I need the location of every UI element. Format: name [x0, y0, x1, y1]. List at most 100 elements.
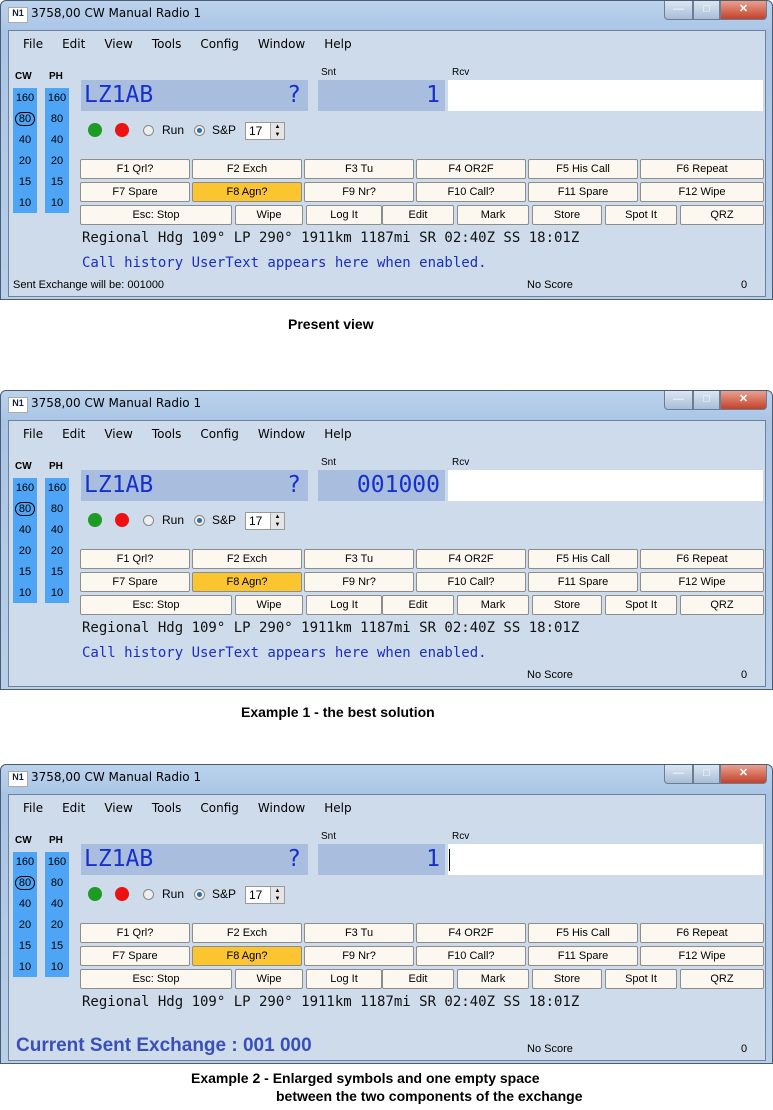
action-button[interactable]: Wipe: [235, 595, 303, 615]
action-button[interactable]: Spot It: [605, 595, 677, 615]
fkey-button[interactable]: F10 Call?: [416, 182, 526, 202]
ph-band-10[interactable]: 10: [50, 961, 64, 973]
fkey-button[interactable]: F6 Repeat: [640, 159, 764, 179]
fkey-button[interactable]: F3 Tu: [304, 923, 414, 943]
cw-band-15[interactable]: 15: [13, 562, 37, 583]
fkey-button[interactable]: F11 Spare: [528, 946, 638, 966]
fkey-button[interactable]: F12 Wipe: [640, 182, 764, 202]
action-button[interactable]: Store: [532, 969, 602, 989]
action-button[interactable]: Mark: [457, 969, 529, 989]
menu-view[interactable]: View: [104, 37, 133, 51]
run-radio[interactable]: [143, 515, 154, 526]
rcv-input[interactable]: [448, 80, 763, 111]
fkey-button[interactable]: F1 Qrl?: [80, 923, 190, 943]
minimize-button[interactable]: —: [664, 391, 693, 410]
minimize-button[interactable]: —: [664, 1, 693, 20]
maximize-button[interactable]: □: [693, 391, 720, 410]
action-button[interactable]: Wipe: [235, 205, 303, 225]
close-button[interactable]: ✕: [720, 765, 767, 784]
ph-band-80[interactable]: 80: [50, 113, 64, 125]
ph-band-160[interactable]: 160: [47, 856, 67, 868]
action-button[interactable]: Mark: [457, 205, 529, 225]
fkey-button[interactable]: F9 Nr?: [304, 182, 414, 202]
menu-tools[interactable]: Tools: [151, 801, 182, 815]
ph-band-15[interactable]: 15: [50, 176, 64, 188]
menu-edit[interactable]: Edit: [62, 37, 86, 51]
close-button[interactable]: ✕: [720, 391, 767, 410]
fkey-button[interactable]: F2 Exch: [192, 549, 302, 569]
action-button[interactable]: Log It: [306, 205, 382, 225]
ph-band-160[interactable]: 160: [47, 92, 67, 104]
fkey-button[interactable]: F9 Nr?: [304, 572, 414, 592]
action-button[interactable]: Mark: [457, 595, 529, 615]
cw-band-10[interactable]: 10: [13, 583, 37, 604]
run-radio[interactable]: [143, 889, 154, 900]
ph-band-40[interactable]: 40: [50, 524, 64, 536]
cw-band-160[interactable]: 160: [13, 852, 37, 873]
action-button[interactable]: Esc: Stop: [80, 595, 232, 615]
fkey-button[interactable]: F1 Qrl?: [80, 159, 190, 179]
fkey-button[interactable]: F12 Wipe: [640, 572, 764, 592]
sp-radio[interactable]: [194, 125, 205, 136]
ph-band-15[interactable]: 15: [50, 940, 64, 952]
menu-view[interactable]: View: [104, 427, 133, 441]
menu-config[interactable]: Config: [200, 37, 239, 51]
action-button[interactable]: Spot It: [605, 205, 677, 225]
fkey-button[interactable]: F4 OR2F: [416, 549, 526, 569]
stepper-arrows-icon[interactable]: ▲ ▼: [270, 887, 284, 903]
fkey-button[interactable]: F5 His Call: [528, 549, 638, 569]
menu-window[interactable]: Window: [257, 801, 306, 815]
action-button[interactable]: Edit: [382, 969, 454, 989]
ph-band-10[interactable]: 10: [50, 587, 64, 599]
maximize-button[interactable]: □: [693, 1, 720, 20]
cw-band-80[interactable]: 80: [13, 873, 37, 894]
action-button[interactable]: QRZ: [680, 969, 764, 989]
cw-band-40[interactable]: 40: [13, 894, 37, 915]
rcv-input[interactable]: [448, 844, 763, 875]
cw-band-20[interactable]: 20: [13, 541, 37, 562]
fkey-button[interactable]: F7 Spare: [80, 182, 190, 202]
action-button[interactable]: Log It: [306, 595, 382, 615]
fkey-button[interactable]: F3 Tu: [304, 159, 414, 179]
action-button[interactable]: Edit: [382, 595, 454, 615]
action-button[interactable]: Store: [532, 205, 602, 225]
action-button[interactable]: Esc: Stop: [80, 205, 232, 225]
fkey-button[interactable]: F10 Call?: [416, 946, 526, 966]
fkey-button[interactable]: F9 Nr?: [304, 946, 414, 966]
fkey-button[interactable]: F8 Agn?: [192, 946, 302, 966]
action-button[interactable]: Spot It: [605, 969, 677, 989]
ph-band-20[interactable]: 20: [50, 545, 64, 557]
fkey-button[interactable]: F5 His Call: [528, 923, 638, 943]
run-radio[interactable]: [143, 125, 154, 136]
fkey-button[interactable]: F2 Exch: [192, 159, 302, 179]
callsign-input[interactable]: LZ1AB ?: [81, 470, 308, 501]
cw-band-80[interactable]: 80: [13, 499, 37, 520]
action-button[interactable]: Esc: Stop: [80, 969, 232, 989]
fkey-button[interactable]: F4 OR2F: [416, 923, 526, 943]
ph-band-80[interactable]: 80: [50, 503, 64, 515]
menu-help[interactable]: Help: [324, 801, 352, 815]
menu-file[interactable]: File: [23, 801, 44, 815]
cw-band-40[interactable]: 40: [13, 520, 37, 541]
numeric-stepper[interactable]: 17 ▲ ▼: [245, 886, 285, 904]
close-button[interactable]: ✕: [720, 1, 767, 20]
menu-tools[interactable]: Tools: [151, 427, 182, 441]
cw-band-40[interactable]: 40: [13, 130, 37, 151]
cw-band-160[interactable]: 160: [13, 88, 37, 109]
rcv-input[interactable]: [448, 470, 763, 501]
fkey-button[interactable]: F7 Spare: [80, 572, 190, 592]
fkey-button[interactable]: F10 Call?: [416, 572, 526, 592]
cw-band-15[interactable]: 15: [13, 172, 37, 193]
ph-band-15[interactable]: 15: [50, 566, 64, 578]
menu-edit[interactable]: Edit: [62, 427, 86, 441]
fkey-button[interactable]: F6 Repeat: [640, 549, 764, 569]
snt-input[interactable]: 001000: [318, 470, 445, 501]
ph-band-160[interactable]: 160: [47, 482, 67, 494]
menu-view[interactable]: View: [104, 801, 133, 815]
ph-band-40[interactable]: 40: [50, 134, 64, 146]
ph-band-20[interactable]: 20: [50, 919, 64, 931]
fkey-button[interactable]: F7 Spare: [80, 946, 190, 966]
numeric-stepper[interactable]: 17 ▲ ▼: [245, 512, 285, 530]
fkey-button[interactable]: F11 Spare: [528, 572, 638, 592]
menu-file[interactable]: File: [23, 427, 44, 441]
